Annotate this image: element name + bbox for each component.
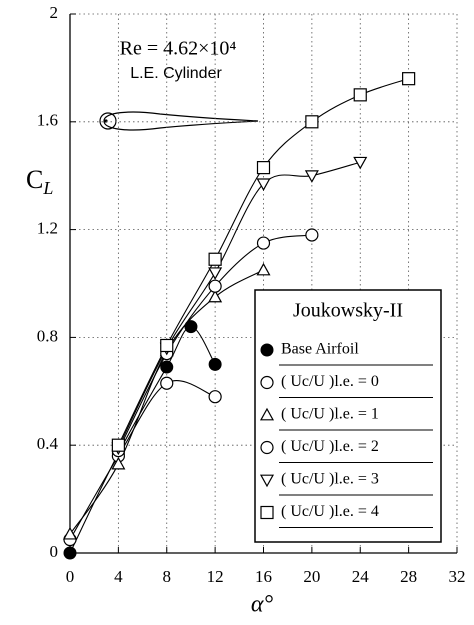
- marker: [259, 407, 275, 421]
- marker: [208, 390, 222, 404]
- marker: [208, 267, 223, 280]
- series-line: [69, 269, 264, 535]
- x-tick-label: 28: [400, 567, 417, 586]
- marker: [256, 161, 271, 175]
- series-line: [69, 380, 216, 540]
- x-axis-label: α°: [251, 592, 274, 618]
- legend-label: ( Uc/U )l.e. = 1: [281, 406, 379, 423]
- marker: [353, 88, 367, 102]
- marker: [160, 360, 174, 374]
- marker: [111, 456, 126, 470]
- x-tick-label: 8: [163, 567, 172, 586]
- marker: [160, 338, 174, 353]
- x-tick-label: 0: [66, 567, 75, 586]
- legend-label: ( Uc/U )l.e. = 3: [281, 471, 379, 488]
- marker: [208, 357, 222, 371]
- marker: [402, 72, 416, 86]
- series-line: [117, 234, 312, 451]
- marker: [160, 376, 174, 390]
- marker: [208, 289, 223, 303]
- marker: [62, 526, 78, 540]
- marker: [305, 115, 319, 129]
- marker: [111, 438, 125, 452]
- x-tick-label: 24: [352, 567, 370, 586]
- y-axis-label: CL: [26, 165, 53, 198]
- marker: [256, 262, 271, 276]
- legend-label: ( Uc/U )l.e. = 4: [281, 503, 379, 520]
- x-tick-label: 12: [207, 567, 224, 586]
- marker: [260, 505, 274, 520]
- marker: [353, 156, 368, 170]
- annotation: Re = 4.62×10⁴: [120, 38, 237, 60]
- y-tick-label: 2: [50, 3, 59, 22]
- marker: [260, 440, 274, 455]
- marker: [305, 228, 319, 242]
- y-tick-label: 1.2: [37, 219, 58, 238]
- marker: [256, 178, 271, 192]
- legend-box: [254, 289, 442, 543]
- y-tick-label: 0: [50, 542, 59, 561]
- marker: [259, 474, 275, 488]
- legend-title: Joukowsky-II: [293, 300, 403, 322]
- marker: [256, 236, 271, 250]
- marker: [304, 170, 319, 183]
- marker: [208, 279, 222, 293]
- x-tick-label: 20: [303, 567, 320, 586]
- legend-label: Base Airfoil: [281, 341, 359, 358]
- x-tick-label: 32: [449, 567, 466, 586]
- x-tick-label: 16: [255, 567, 272, 586]
- y-tick-label: 0.8: [37, 326, 58, 345]
- series-line: [69, 326, 216, 554]
- annotation: L.E. Cylinder: [130, 65, 222, 82]
- marker: [208, 252, 222, 266]
- marker: [260, 375, 274, 390]
- marker: [184, 320, 198, 334]
- legend-label: ( Uc/U )l.e. = 2: [281, 438, 379, 455]
- marker: [63, 546, 77, 560]
- y-tick-label: 1.6: [37, 111, 58, 130]
- marker: [260, 343, 274, 357]
- airfoil-sketch: [99, 111, 259, 131]
- y-tick-label: 0.4: [37, 434, 59, 453]
- x-tick-label: 4: [114, 567, 123, 586]
- legend-label: ( Uc/U )l.e. = 0: [281, 373, 379, 390]
